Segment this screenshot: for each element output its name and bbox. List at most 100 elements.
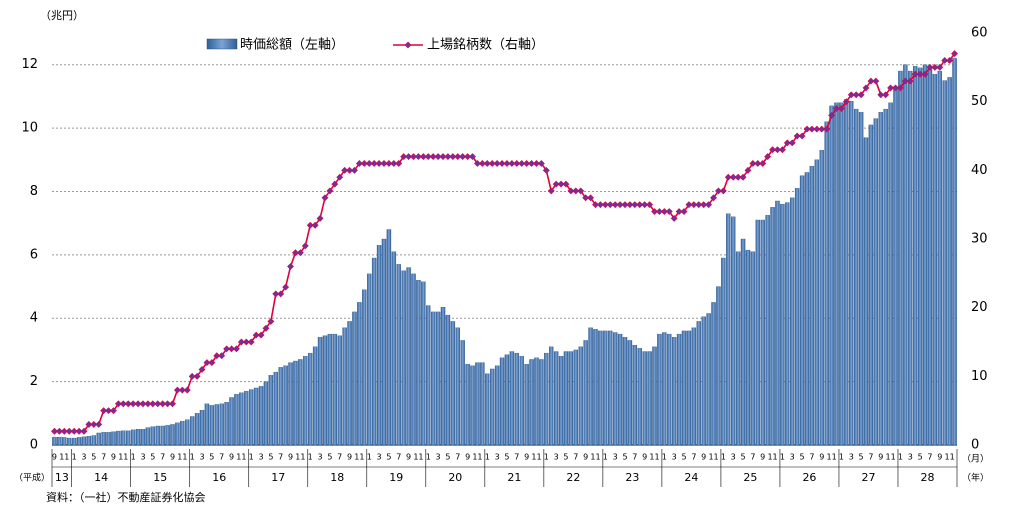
bar <box>868 124 874 446</box>
bar <box>91 435 97 446</box>
bar <box>647 351 652 446</box>
bar <box>416 280 421 446</box>
year-label: 20 <box>448 471 462 484</box>
bar <box>303 356 308 446</box>
x-tick-label: 11 <box>413 453 423 462</box>
bar <box>155 425 160 446</box>
bar <box>357 302 362 446</box>
marker <box>606 201 614 209</box>
marker <box>390 160 398 167</box>
bar <box>342 327 347 446</box>
bar <box>858 112 864 446</box>
x-tick-label: 1 <box>426 453 431 462</box>
bar <box>175 422 180 446</box>
marker <box>434 153 442 161</box>
x-tick-label: 11 <box>886 453 896 462</box>
marker <box>370 160 378 167</box>
marker <box>193 372 201 380</box>
year-label: 27 <box>861 471 875 484</box>
bar <box>239 392 244 446</box>
bar <box>440 306 446 446</box>
marker <box>513 160 521 167</box>
marker <box>213 352 221 360</box>
bar <box>942 80 947 446</box>
x-tick-label: 1 <box>367 453 372 462</box>
x-tick-label: 7 <box>868 453 873 462</box>
bar <box>696 321 701 446</box>
bar <box>421 281 426 446</box>
x-tick-label: 3 <box>140 453 145 462</box>
marker <box>341 166 349 174</box>
marker <box>346 166 353 174</box>
bar <box>632 345 638 446</box>
marker <box>223 345 231 353</box>
x-tick-label: 11 <box>945 453 955 462</box>
bar <box>927 69 933 446</box>
x-tick-label: 7 <box>396 453 401 462</box>
bar <box>391 251 397 446</box>
marker <box>808 125 816 133</box>
legend-swatch <box>206 38 238 50</box>
bar <box>332 333 338 446</box>
marker <box>498 160 506 167</box>
marker <box>159 400 167 408</box>
marker <box>710 194 717 202</box>
marker <box>90 420 98 428</box>
marker <box>803 125 811 133</box>
marker <box>616 201 624 209</box>
bar <box>563 351 569 446</box>
x-tick-label: 1 <box>839 453 844 462</box>
bar <box>706 313 711 446</box>
marker <box>439 153 447 161</box>
bar <box>539 359 544 446</box>
marker <box>316 214 324 222</box>
bar <box>337 335 342 446</box>
marker <box>188 372 196 380</box>
bar <box>785 202 790 446</box>
bar <box>317 337 323 446</box>
bar <box>903 64 908 446</box>
bar <box>499 357 505 446</box>
bar <box>116 430 121 446</box>
marker <box>951 50 958 58</box>
year-label: 24 <box>684 471 698 484</box>
year-label: 13 <box>55 471 69 484</box>
bar <box>470 365 475 446</box>
marker <box>734 173 742 181</box>
bar <box>716 286 721 446</box>
x-tick-label: 5 <box>563 453 568 462</box>
marker <box>375 160 383 167</box>
marker <box>631 201 639 209</box>
x-tick-label: 11 <box>59 453 69 462</box>
bar <box>583 340 588 446</box>
x-tick-label: 7 <box>632 453 637 462</box>
marker <box>665 208 673 215</box>
bar <box>760 219 765 446</box>
bar <box>558 356 564 446</box>
bar <box>224 402 229 446</box>
legend-marker <box>404 41 412 49</box>
bar <box>790 197 795 446</box>
marker <box>626 201 634 209</box>
marker <box>582 194 590 202</box>
bar <box>386 229 392 446</box>
marker <box>336 173 344 181</box>
bar <box>248 389 254 446</box>
bar <box>298 359 303 446</box>
marker <box>454 153 462 161</box>
x-prefix: （平成） <box>14 472 50 484</box>
bar <box>799 175 805 446</box>
x-tick-label: 5 <box>681 453 686 462</box>
marker <box>798 132 806 140</box>
x-tick-label: 9 <box>229 453 234 462</box>
x-tick-label: 9 <box>347 453 352 462</box>
marker <box>360 160 368 167</box>
bar <box>322 335 328 446</box>
bar <box>362 289 367 446</box>
bar <box>740 238 746 446</box>
bar <box>794 188 800 446</box>
y2-tick-label: 60 <box>971 26 988 41</box>
x-tick-label: 5 <box>800 453 805 462</box>
bar <box>62 437 67 446</box>
bar <box>445 314 451 446</box>
